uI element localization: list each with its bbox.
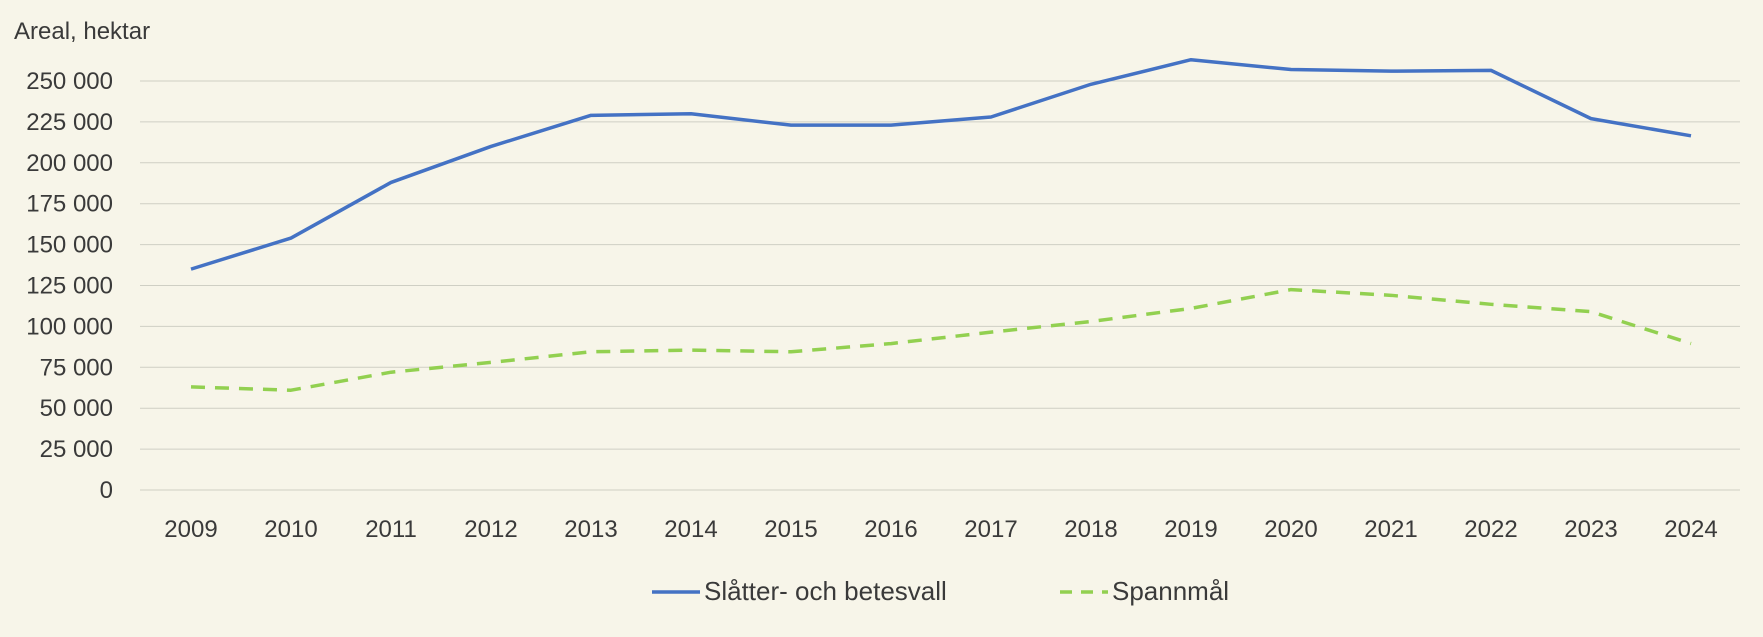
x-tick-label: 2013: [564, 516, 617, 543]
y-tick-label: 125 000: [26, 273, 113, 300]
legend-item-spannmal: Spannmål: [1058, 576, 1229, 607]
x-tick-label: 2021: [1364, 516, 1417, 543]
legend-swatch-solid: [652, 589, 700, 594]
legend-label: Slåtter- och betesvall: [704, 576, 947, 606]
y-tick-label: 0: [100, 477, 113, 504]
y-tick-label: 200 000: [26, 150, 113, 177]
series-line-0: [190, 57, 1692, 271]
grid-lines: [140, 80, 1740, 491]
y-axis-ticks: 0 25 000 50 000 75 000 100 000 125 000 150 000…: [26, 68, 113, 504]
y-tick-label: 150 000: [26, 232, 113, 259]
legend: Slåtter- och betesvall Spannmål: [0, 576, 1763, 616]
x-tick-label: 2009: [164, 516, 217, 543]
x-tick-label: 2015: [764, 516, 817, 543]
x-tick-label: 2022: [1464, 516, 1517, 543]
series-lines: [190, 57, 1692, 392]
legend-label: Spannmål: [1112, 576, 1230, 606]
legend-swatch-dashed: [1060, 589, 1108, 594]
x-tick-label: 2023: [1564, 516, 1617, 543]
series-line-1: [190, 287, 1692, 392]
x-tick-label: 2014: [664, 516, 717, 543]
x-tick-label: 2012: [464, 516, 517, 543]
x-tick-label: 2010: [264, 516, 317, 543]
x-tick-label: 2020: [1264, 516, 1317, 543]
y-axis-label: Areal, hektar: [14, 18, 151, 45]
x-tick-label: 2016: [864, 516, 917, 543]
y-tick-label: 25 000: [40, 436, 113, 463]
x-tick-label: 2017: [964, 516, 1017, 543]
x-axis-ticks: 2009 2010 2011 2012 2013 2014 2015 2016 2017 2018…: [164, 516, 1717, 543]
y-tick-label: 250 000: [26, 68, 113, 95]
legend-item-slatter: Slåtter- och betesvall: [650, 576, 947, 607]
y-tick-label: 225 000: [26, 109, 113, 136]
y-tick-label: 100 000: [26, 313, 113, 340]
y-tick-label: 50 000: [40, 395, 113, 422]
x-tick-label: 2024: [1664, 516, 1717, 543]
x-tick-label: 2011: [365, 516, 417, 543]
x-tick-label: 2019: [1164, 516, 1217, 543]
y-tick-label: 175 000: [26, 191, 113, 218]
y-tick-label: 75 000: [40, 354, 113, 381]
x-tick-label: 2018: [1064, 516, 1117, 543]
